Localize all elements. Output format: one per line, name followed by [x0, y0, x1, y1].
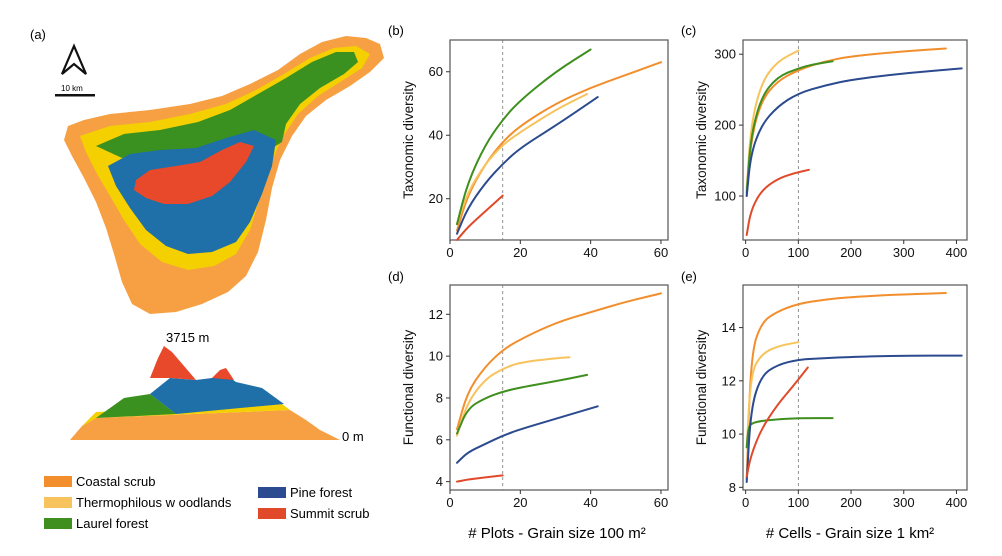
series-line-laurel [745, 60, 834, 194]
legend-label-summit: Summit scrub [290, 506, 369, 521]
panel-label-b: (b) [388, 23, 404, 38]
y-axis-label: Functional diversity [694, 329, 709, 445]
x-tick-label: 60 [654, 495, 668, 510]
profile-thermophilous [82, 404, 290, 426]
x-tick-label: 0 [446, 245, 453, 260]
series-line-laurel [745, 417, 834, 449]
series-line-pine [456, 96, 599, 235]
x-axis-title-plots: # Plots - Grain size 100 m² [468, 525, 646, 542]
plot-frame-e [742, 284, 968, 491]
x-tick-label: 40 [583, 495, 597, 510]
series-line-pine [745, 67, 963, 197]
x-axis-title-cells: # Cells - Grain size 1 km² [766, 525, 934, 542]
y-tick-label: 100 [714, 189, 736, 204]
series-line-pine [456, 405, 599, 464]
chart-b: 20 40 60 0 20 40 60 Taxonomic diversity [401, 39, 669, 260]
legend-swatch-pine [258, 487, 286, 498]
x-tick-label: 400 [946, 495, 968, 510]
y-axis-label: Taxonomic diversity [401, 81, 416, 199]
map-laurel-forest [96, 52, 358, 158]
chart-d: 4 6 8 10 12 0 20 40 60 Functional diversity [401, 284, 669, 510]
x-tick-label: 0 [446, 495, 453, 510]
y-tick-label: 4 [436, 474, 443, 489]
scale-label: 10 km [61, 84, 83, 93]
legend-label-pine: Pine forest [290, 485, 353, 500]
plot-frame-c [742, 39, 968, 241]
series-line-summit [745, 168, 810, 236]
legend-swatch-summit [258, 508, 286, 519]
legend-label-laurel: Laurel forest [76, 516, 149, 531]
series-line-coastal [745, 292, 947, 481]
map-summit-scrub [134, 142, 254, 204]
plot-frame-b [449, 39, 669, 241]
profile-laurel [96, 394, 176, 418]
legend-swatch-coastal [44, 476, 72, 487]
legend-label-thermo: Thermophilous w oodlands [76, 495, 232, 510]
y-tick-label: 6 [436, 432, 443, 447]
profile-pine [150, 372, 284, 414]
island-map [64, 36, 384, 314]
y-axis-label: Functional diversity [401, 329, 416, 445]
plot-frame-d [449, 284, 669, 491]
series-line-thermo [456, 356, 571, 437]
series-line-thermo [456, 93, 589, 226]
series-line-summit [456, 194, 504, 241]
y-tick-label: 12 [429, 307, 443, 322]
x-tick-label: 0 [742, 245, 749, 260]
series-line-thermo [745, 341, 800, 449]
series-line-coastal [745, 47, 947, 197]
legend-swatch-thermo [44, 497, 72, 508]
sea-level-label: 0 m [342, 429, 364, 444]
series-line-coastal [456, 292, 662, 431]
x-tick-label: 0 [742, 495, 749, 510]
y-tick-label: 12 [722, 373, 736, 388]
x-tick-label: 100 [787, 245, 809, 260]
x-tick-label: 400 [946, 245, 968, 260]
legend-swatch-laurel [44, 518, 72, 529]
north-arrow-icon [60, 43, 88, 75]
x-tick-label: 200 [840, 245, 862, 260]
x-tick-label: 200 [840, 495, 862, 510]
series-line-pine [745, 354, 963, 483]
y-tick-label: 10 [722, 427, 736, 442]
x-tick-label: 20 [513, 245, 527, 260]
panel-label-c: (c) [681, 23, 696, 38]
y-tick-label: 8 [436, 390, 443, 405]
panel-label-d: (d) [388, 269, 404, 284]
chart-e: 8 10 12 14 0 100 200 300 400 Functional diversity [694, 284, 968, 510]
profile-coastal [70, 410, 340, 440]
panel-label-e: (e) [681, 269, 697, 284]
y-tick-label: 200 [714, 118, 736, 133]
scale-bar [55, 94, 95, 97]
y-tick-label: 10 [429, 349, 443, 364]
x-tick-label: 300 [893, 495, 915, 510]
y-tick-label: 20 [429, 191, 443, 206]
series-line-laurel [456, 373, 589, 435]
y-axis-label: Taxonomic diversity [694, 81, 709, 199]
y-tick-label: 14 [722, 320, 736, 335]
x-tick-label: 100 [787, 495, 809, 510]
x-tick-label: 300 [893, 245, 915, 260]
profile-summit [150, 346, 234, 380]
x-tick-label: 60 [654, 245, 668, 260]
y-tick-label: 40 [429, 128, 443, 143]
chart-c: 100 200 300 0 100 200 300 400 Taxonomic diversit… [694, 39, 968, 260]
x-tick-label: 40 [583, 245, 597, 260]
x-tick-label: 20 [513, 495, 527, 510]
legend-label-coastal: Coastal scrub [76, 474, 155, 489]
y-tick-label: 8 [729, 480, 736, 495]
series-line-coastal [456, 61, 662, 232]
y-tick-label: 300 [714, 47, 736, 62]
legend: Coastal scrub Thermophilous w oodlands L… [44, 474, 369, 531]
series-line-laurel [456, 48, 592, 226]
series-line-summit [745, 366, 809, 478]
elevation-profile [70, 346, 340, 440]
summit-elevation-label: 3715 m [166, 330, 209, 345]
panel-label-a: (a) [30, 27, 46, 42]
y-tick-label: 60 [429, 64, 443, 79]
series-line-summit [456, 474, 504, 483]
